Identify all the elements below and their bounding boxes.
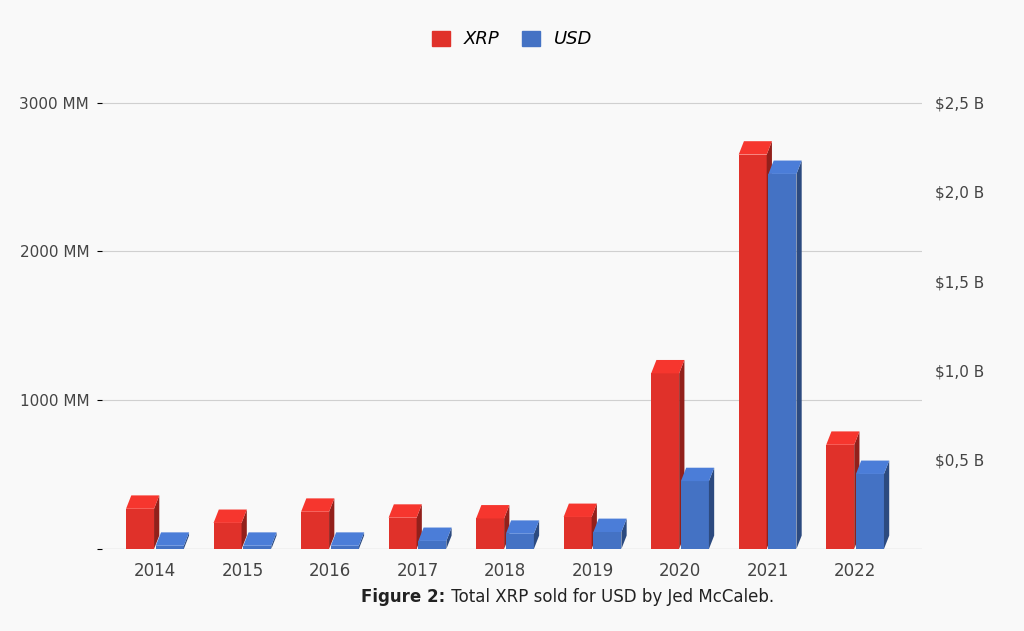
Polygon shape: [329, 498, 334, 549]
Polygon shape: [301, 498, 334, 512]
Legend: XRP, USD: XRP, USD: [424, 23, 600, 56]
Polygon shape: [242, 510, 247, 549]
Bar: [856, 474, 884, 549]
Bar: [244, 546, 271, 549]
Text: Total XRP sold for USD by Jed McCaleb.: Total XRP sold for USD by Jed McCaleb.: [446, 587, 774, 606]
Bar: [126, 509, 154, 549]
Bar: [681, 481, 709, 549]
Polygon shape: [826, 432, 859, 445]
Polygon shape: [709, 468, 714, 549]
Text: Figure 2:: Figure 2:: [361, 587, 445, 606]
Polygon shape: [797, 160, 802, 549]
Polygon shape: [388, 504, 422, 517]
Bar: [826, 445, 854, 549]
Bar: [738, 155, 767, 549]
Bar: [331, 546, 358, 549]
Bar: [214, 523, 242, 549]
Polygon shape: [506, 521, 539, 534]
Bar: [419, 541, 446, 549]
Polygon shape: [738, 141, 772, 155]
Polygon shape: [856, 461, 889, 474]
Polygon shape: [563, 504, 597, 517]
Polygon shape: [681, 468, 714, 481]
Polygon shape: [884, 461, 889, 549]
Polygon shape: [651, 360, 684, 374]
Polygon shape: [446, 528, 452, 549]
Bar: [301, 512, 329, 549]
Polygon shape: [419, 528, 452, 541]
Polygon shape: [593, 519, 627, 532]
Bar: [651, 374, 679, 549]
Polygon shape: [154, 495, 160, 549]
Polygon shape: [358, 533, 365, 549]
Bar: [388, 517, 417, 549]
Polygon shape: [126, 495, 160, 509]
Bar: [768, 174, 797, 549]
Bar: [593, 532, 622, 549]
Polygon shape: [767, 141, 772, 549]
Polygon shape: [156, 533, 189, 546]
Polygon shape: [271, 533, 276, 549]
Polygon shape: [183, 533, 189, 549]
Bar: [506, 534, 534, 549]
Polygon shape: [504, 505, 509, 549]
Bar: [563, 517, 592, 549]
Bar: [156, 546, 183, 549]
Polygon shape: [679, 360, 684, 549]
Bar: [476, 519, 504, 549]
Polygon shape: [534, 521, 539, 549]
Polygon shape: [244, 533, 276, 546]
Polygon shape: [768, 160, 802, 174]
Polygon shape: [476, 505, 509, 519]
Polygon shape: [592, 504, 597, 549]
Polygon shape: [331, 533, 365, 546]
Polygon shape: [854, 432, 859, 549]
Polygon shape: [417, 504, 422, 549]
Polygon shape: [214, 510, 247, 523]
Polygon shape: [622, 519, 627, 549]
